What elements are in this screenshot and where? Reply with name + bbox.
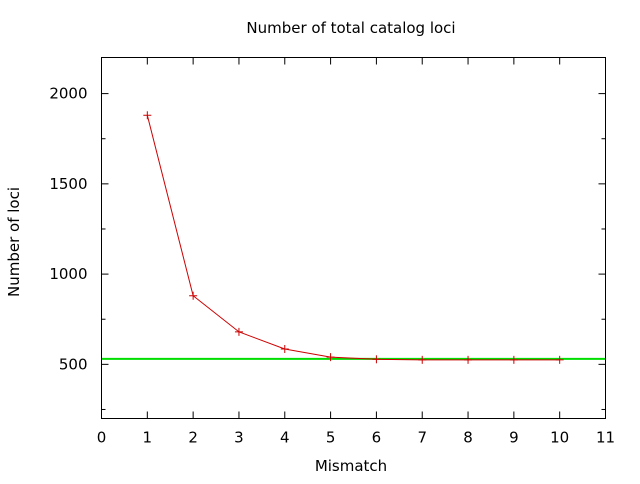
data-point — [555, 355, 564, 364]
x-tick-label: 2 — [188, 429, 198, 447]
y-tick-label: 2000 — [49, 85, 87, 103]
data-point — [464, 355, 473, 364]
data-point — [418, 355, 427, 364]
x-tick-label: 11 — [596, 429, 615, 447]
x-tick-label: 8 — [463, 429, 473, 447]
tick-layer: 0 1 2 3 4 5 6 7 8 9 10 11 500 1000 1500 2000 — [49, 57, 615, 447]
x-tick-label: 4 — [280, 429, 290, 447]
data-point — [372, 355, 381, 364]
y-tick-label: 1000 — [49, 265, 87, 283]
x-tick-label: 3 — [234, 429, 244, 447]
data-point — [143, 111, 152, 120]
series-line — [146, 115, 560, 361]
x-tick-label: 0 — [97, 429, 107, 447]
data-point — [326, 353, 335, 362]
y-tick-label: 1500 — [49, 175, 87, 193]
y-axis-label: Number of loci — [5, 187, 23, 297]
x-tick-label: 9 — [509, 429, 519, 447]
x-tick-label: 6 — [372, 429, 382, 447]
series-layer — [143, 111, 564, 364]
x-tick-label: 1 — [143, 429, 153, 447]
plot-frame — [101, 57, 606, 419]
data-point — [234, 327, 243, 336]
x-tick-label: 7 — [417, 429, 427, 447]
x-axis-label: Mismatch — [315, 457, 387, 475]
y-tick-label: 500 — [59, 355, 88, 373]
data-point — [189, 291, 198, 300]
x-tick-label: 10 — [550, 429, 569, 447]
x-tick-label: 5 — [326, 429, 336, 447]
data-point — [509, 355, 518, 364]
data-point — [280, 345, 289, 354]
chart-title: Number of total catalog loci — [246, 19, 455, 37]
